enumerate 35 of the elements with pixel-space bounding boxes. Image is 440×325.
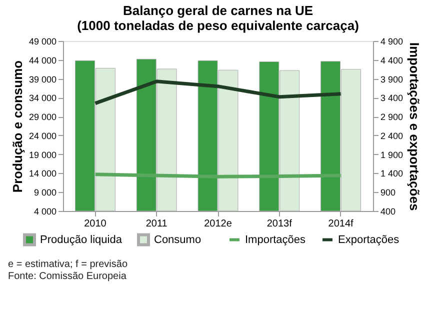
legend-label: Importações [245,234,306,246]
y2-tick-label: 1 900 [380,150,404,160]
y-tick-label: 49 000 [28,36,56,46]
x-tick-label: 2011 [146,218,168,230]
y2-axis-title: Importações e exportações [407,42,422,211]
y-tick-label: 4 000 [34,206,56,216]
y-tick-label: 34 000 [28,93,56,104]
line-series [93,80,343,106]
y2-tick-label: 4 400 [380,55,404,66]
y2-tick-label: 3 400 [380,93,404,104]
legend-label: Produção liquida [40,234,123,246]
y2-tick-label: 400 [380,206,396,216]
y-tick-label: 19 000 [28,150,56,160]
y-tick-label: 44 000 [28,55,56,66]
y-tick-label: 24 000 [28,130,56,141]
y2-tick-label: 3 900 [380,74,404,84]
y-tick-label: 14 000 [28,168,56,179]
y2-tick-label: 2 400 [380,130,404,141]
x-tick-label: 2014f [328,218,354,230]
y2-tick-label: 4 900 [380,36,404,46]
chart-title: Balanço geral de carnes na UE (1000 toneladas de peso equivalente carcaça) [77,3,359,33]
y2-tick-label: 2 900 [380,112,404,122]
source-note: Fonte: Comissão Europeia [8,271,127,282]
y2-tick-label: 900 [380,188,396,198]
y-tick-label: 39 000 [28,74,56,84]
legend-label: Consumo [154,234,202,246]
text: e = estimativa; f = previsão [8,259,128,270]
x-tick-label: 2012e [204,218,232,230]
y-tick-label: 29 000 [28,112,56,122]
y-axis-title: Produção e consumo [10,60,25,193]
x-tick-label: 2010 [84,218,107,230]
y2-tick-label: 1 400 [380,168,404,179]
y-tick-label: 9 000 [34,188,56,198]
x-tick-label: 2013f [266,218,292,230]
legend-label: Exportações [338,234,400,246]
